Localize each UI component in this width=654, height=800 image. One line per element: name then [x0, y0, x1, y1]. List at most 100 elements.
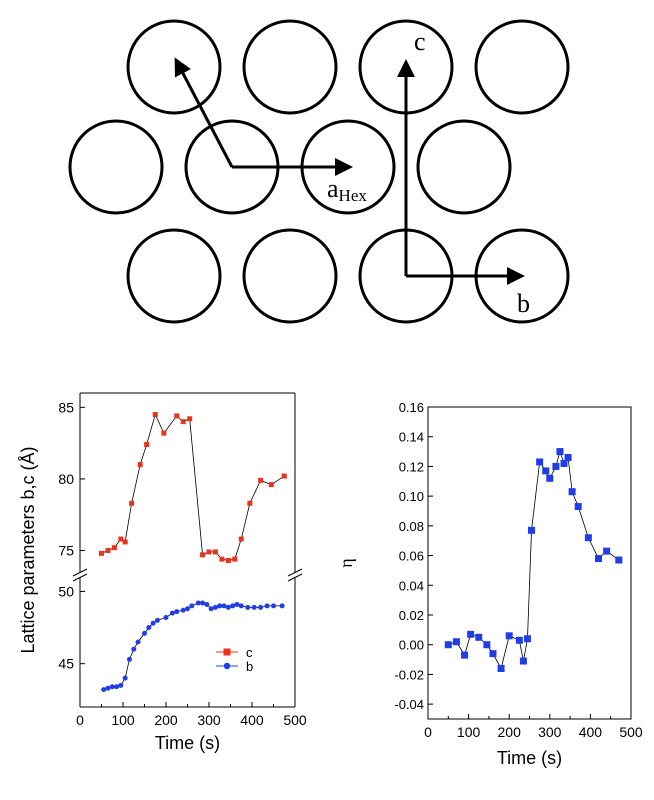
y-tick-label: 0.02 [399, 608, 424, 623]
x-axis-label: Time (s) [497, 748, 562, 768]
series-c-point [174, 413, 180, 419]
series-eta-point [519, 657, 527, 665]
x-tick-label: 0 [76, 712, 84, 728]
y-tick-label: 80 [58, 471, 74, 487]
label-b: b [517, 289, 530, 318]
series-eta-point [489, 650, 497, 658]
y-tick-label: 50 [58, 583, 74, 599]
series-c-point [238, 536, 244, 542]
series-b-point [264, 603, 270, 609]
series-c-point [200, 552, 206, 558]
series-c-point [122, 539, 128, 545]
label-a-hex-subscript: Hex [339, 186, 368, 205]
hex-lattice-diagram: c aHex b [68, 19, 570, 324]
series-eta-point [568, 488, 576, 496]
arrow-a-hex-diagonal [174, 57, 234, 168]
y-tick-label: 0.14 [399, 430, 424, 445]
series-eta-point [564, 454, 572, 462]
series-b-point [221, 603, 227, 609]
y-tick-label: 75 [58, 543, 74, 559]
series-eta-point [603, 547, 611, 555]
series-c-point [258, 477, 264, 483]
series-eta-point [444, 641, 452, 649]
y-tick-label: 0.16 [399, 400, 424, 415]
cylinder-circle [474, 19, 570, 115]
series-c-point [206, 549, 212, 555]
series-eta-point [497, 664, 505, 672]
y-axis-label: η [336, 558, 356, 567]
series-eta-point [452, 638, 460, 646]
cylinder-circle [126, 228, 222, 324]
series-b-point [208, 606, 214, 612]
series-c-line [101, 413, 285, 561]
series-eta-point [615, 556, 623, 564]
axis-break-mark [287, 568, 303, 577]
series-c-point [161, 430, 167, 436]
series-b-point [105, 685, 111, 691]
series-b-point [122, 675, 128, 681]
series-b-point [114, 684, 120, 690]
plot-frame [427, 406, 632, 720]
series-eta-point [515, 636, 523, 644]
x-tick-label: 200 [498, 724, 522, 740]
series-eta-point [523, 635, 531, 643]
x-tick-label: 200 [154, 712, 178, 728]
series-c-point [281, 473, 287, 479]
series-c-point [187, 416, 193, 422]
series-c-point [105, 548, 111, 554]
y-tick-label: 85 [58, 399, 74, 415]
lattice-parameters-chart: 0 100 200 300 400 500 75 80 85 45 50 Time (s) Lattic… [18, 392, 307, 753]
series-eta-point [552, 462, 560, 470]
y-tick-label: 0.12 [399, 459, 424, 474]
series-c-point [99, 550, 104, 556]
series-c-point [144, 442, 150, 448]
axis-break-mark [72, 568, 88, 577]
x-tick-label: 100 [111, 712, 135, 728]
series-c-point [118, 536, 124, 542]
series-b-point [109, 684, 115, 690]
series-c-point [232, 556, 238, 562]
series-b-point [169, 610, 175, 616]
series-c-point [225, 558, 231, 564]
series-c-point [129, 500, 135, 506]
series-b-point [258, 604, 264, 610]
cylinder-circle [242, 228, 338, 324]
series-b-point [200, 600, 206, 606]
x-tick-label: 400 [240, 712, 264, 728]
y-tick-label: -0.04 [394, 697, 424, 712]
series-c-point [111, 545, 117, 551]
series-b-point [126, 656, 132, 662]
y-tick-label: 0.06 [399, 549, 424, 564]
series-eta-point [560, 459, 568, 467]
series-c-point [247, 500, 253, 506]
axis-break-mark [287, 573, 303, 582]
series-b-point [142, 630, 147, 636]
series-b-point [204, 601, 210, 607]
cylinder-circle [416, 119, 512, 215]
series-b-point [195, 600, 201, 606]
series-eta-point [536, 458, 544, 466]
cylinder-circle [126, 19, 222, 115]
series-b-point [180, 607, 186, 613]
series-c-point [152, 411, 158, 417]
axis-break-mark [72, 573, 88, 582]
x-tick-label: 300 [538, 724, 562, 740]
series-b-point [212, 604, 218, 610]
y-tick-label: 45 [58, 656, 74, 672]
y-axis-label: Lattice parameters b,c (Å) [18, 446, 38, 653]
series-b-point [271, 603, 276, 609]
cylinder-row-top [126, 19, 570, 115]
series-b-point [245, 604, 251, 610]
series-eta-point [546, 474, 554, 482]
x-tick-label: 0 [424, 724, 432, 740]
cylinder-circle [68, 119, 164, 215]
label-a-hex-main: a [327, 174, 339, 203]
x-tick-label: 400 [579, 724, 603, 740]
series-eta-point [483, 641, 491, 649]
series-b-point [189, 603, 195, 609]
x-tick-label: 300 [197, 712, 221, 728]
label-a-hex: aHex [327, 174, 367, 205]
label-c: c [414, 27, 426, 56]
series-b-line [103, 602, 283, 691]
series-b-point [163, 614, 169, 620]
